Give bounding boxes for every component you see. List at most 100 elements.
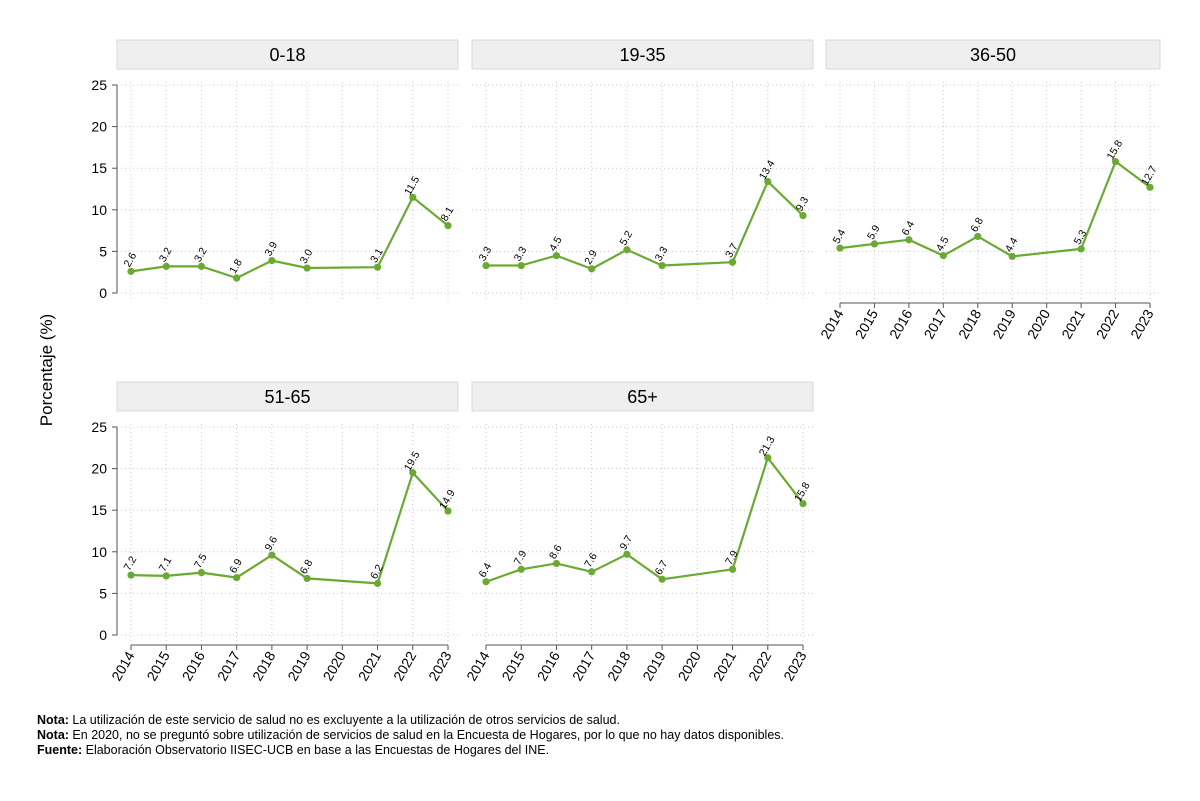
data-point (588, 568, 596, 576)
data-label: 21.3 (757, 434, 778, 458)
x-tick-label: 2020 (1024, 306, 1054, 341)
data-label: 9.3 (794, 195, 812, 214)
x-tick-label: 2017 (920, 306, 950, 341)
x-tick-label: 2021 (355, 648, 385, 683)
data-point (764, 177, 772, 186)
data-label: 3.9 (262, 240, 280, 259)
data-label: 4.5 (547, 235, 565, 254)
data-point (728, 258, 737, 266)
x-tick-label: 2015 (498, 648, 528, 683)
data-label: 3.3 (477, 245, 495, 264)
data-point (1111, 157, 1120, 166)
data-point (836, 244, 844, 252)
panel-title: 65+ (627, 387, 658, 407)
data-label: 7.6 (582, 551, 600, 570)
series-line (839, 160, 1151, 258)
data-point (444, 507, 452, 515)
source-line: Fuente: Elaboración Observatorio IISEC-U… (37, 743, 784, 758)
data-label: 12.7 (1139, 164, 1160, 188)
panel-5: 65+2014 2015 2016 2017 2018 2019 2020 2021 2022 2… (463, 381, 814, 683)
panel-strip (471, 39, 814, 70)
data-point (1146, 183, 1154, 191)
x-tick-label: 2017 (214, 648, 244, 683)
data-label: 8.6 (547, 542, 565, 561)
data-label: 3.3 (512, 245, 530, 264)
note-text: En 2020, no se preguntó sobre utilizació… (68, 728, 784, 742)
data-point (1008, 252, 1016, 260)
data-point (870, 240, 879, 248)
x-tick-label: 2022 (1093, 306, 1123, 341)
y-tick-label: 5 (99, 243, 107, 259)
data-label: 7.2 (122, 554, 140, 573)
data-point (974, 232, 982, 241)
panel-title: 0-18 (269, 45, 305, 65)
x-tick-label: 2019 (284, 648, 314, 683)
x-tick-label: 2018 (955, 306, 985, 341)
data-label: 13.4 (757, 158, 778, 182)
data-point (623, 246, 631, 254)
data-point (728, 565, 737, 573)
data-label: 2.6 (122, 250, 140, 269)
data-label: 5.3 (1072, 228, 1090, 247)
series-line (130, 471, 449, 585)
data-point (197, 262, 206, 270)
x-tick-label: 2020 (319, 648, 349, 683)
data-label: 11.5 (402, 174, 422, 197)
data-label: 5.2 (617, 229, 635, 248)
data-label: 14.9 (437, 488, 458, 512)
data-label: 9.6 (262, 534, 280, 553)
data-label: 3.2 (157, 245, 175, 264)
x-tick-label: 2016 (179, 648, 209, 683)
x-tick-label: 2020 (674, 648, 704, 683)
series-line (486, 180, 804, 270)
data-point (197, 569, 206, 577)
data-label: 3.7 (723, 241, 741, 260)
x-tick-label: 2023 (1127, 306, 1157, 341)
x-tick-label: 2021 (1058, 306, 1088, 341)
data-point (939, 251, 947, 260)
x-tick-label: 2023 (425, 648, 455, 683)
x-tick-label: 2018 (249, 648, 279, 683)
data-label: 3.0 (298, 247, 316, 266)
data-point (268, 551, 276, 559)
data-label: 3.3 (653, 245, 671, 264)
x-tick-label: 2019 (989, 306, 1019, 341)
footnotes: Nota: La utilización de este servicio de… (37, 713, 784, 758)
x-tick-label: 2018 (604, 648, 634, 683)
x-tick-label: 2021 (710, 648, 740, 683)
data-point (588, 265, 596, 273)
data-point (233, 573, 241, 582)
data-point (373, 579, 382, 588)
data-point (303, 264, 311, 272)
data-label: 6.4 (899, 219, 917, 238)
data-label: 7.1 (157, 555, 175, 574)
y-tick-label: 0 (99, 627, 107, 643)
note-text: La utilización de este servicio de salud… (68, 713, 620, 727)
panel-title: 36-50 (970, 45, 1016, 65)
data-point (233, 274, 241, 282)
data-label: 6.4 (477, 561, 495, 580)
x-tick-label: 2014 (108, 648, 138, 683)
data-point (303, 574, 311, 583)
x-tick-label: 2016 (534, 648, 564, 683)
data-point (552, 559, 561, 568)
data-label: 5.9 (865, 223, 883, 242)
y-tick-label: 10 (91, 544, 107, 560)
data-point (1077, 245, 1085, 253)
panel-2: 19-35 3.3 3.3 4.5 2.9 5.2 3.3 3.7 13.4 9.3 (471, 39, 814, 300)
x-tick-label: 2022 (745, 648, 775, 683)
data-label: 2.9 (582, 248, 600, 267)
x-tick-label: 2017 (569, 648, 599, 683)
data-label: 3.1 (368, 246, 386, 265)
data-point (409, 469, 417, 477)
data-point (444, 222, 452, 230)
note-label: Nota: (37, 728, 69, 742)
data-point (623, 550, 631, 558)
panel-title: 51-65 (264, 387, 310, 407)
data-label: 7.5 (192, 552, 210, 571)
y-tick-label: 0 (99, 285, 107, 301)
panel-strip (825, 39, 1161, 70)
data-label: 1.8 (227, 257, 245, 276)
